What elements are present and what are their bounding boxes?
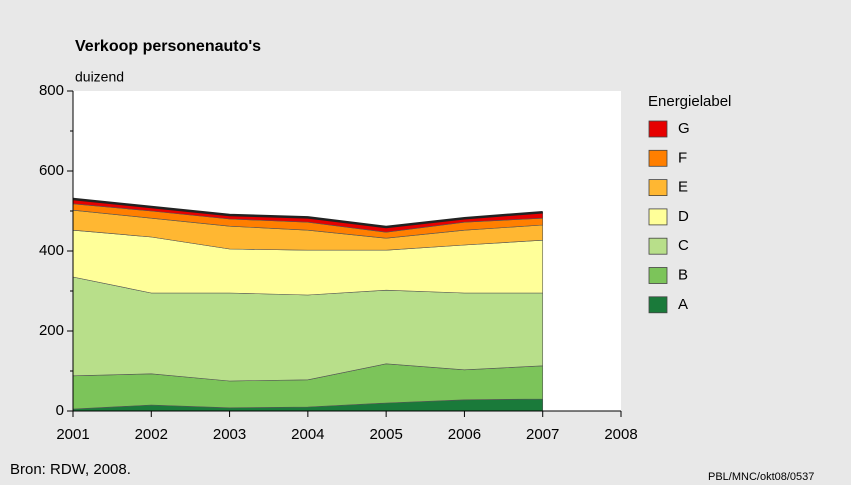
legend-label: A xyxy=(678,296,688,313)
y-tick-label: 0 xyxy=(56,402,64,419)
legend-swatch xyxy=(648,237,668,255)
legend-label: B xyxy=(678,266,688,283)
x-tick-label: 2007 xyxy=(526,426,559,443)
legend-title: Energielabel xyxy=(648,93,731,110)
top-line xyxy=(72,197,543,229)
legend-swatch xyxy=(648,149,668,167)
legend-label: E xyxy=(678,179,688,196)
legend-label: D xyxy=(678,208,689,225)
chart-title: Verkoop personenauto's xyxy=(75,38,261,55)
legend-label: C xyxy=(678,237,689,254)
y-tick-label: 200 xyxy=(39,322,64,339)
legend-label: F xyxy=(678,149,687,166)
legend-swatch xyxy=(648,267,668,284)
x-tick-label: 2006 xyxy=(448,426,481,443)
legend-label: G xyxy=(678,120,690,137)
x-tick-label: 2003 xyxy=(213,426,246,443)
legend-swatch xyxy=(648,208,668,226)
x-tick-label: 2008 xyxy=(604,426,637,443)
y-tick-label: 800 xyxy=(39,82,64,99)
y-tick-label: 400 xyxy=(39,242,64,259)
x-tick-label: 2001 xyxy=(56,426,89,443)
x-tick-label: 2002 xyxy=(135,426,168,443)
legend-swatch xyxy=(648,120,668,138)
x-tick-label: 2004 xyxy=(291,426,324,443)
y-axis-label: duizend xyxy=(75,69,124,85)
y-tick-label: 600 xyxy=(39,162,64,179)
x-tick-label: 2005 xyxy=(369,426,402,443)
legend-swatch xyxy=(648,296,668,314)
legend-swatch xyxy=(648,179,668,197)
source: Bron: RDW, 2008. xyxy=(10,461,131,478)
credit: PBL/MNC/okt08/0537 xyxy=(708,471,814,483)
